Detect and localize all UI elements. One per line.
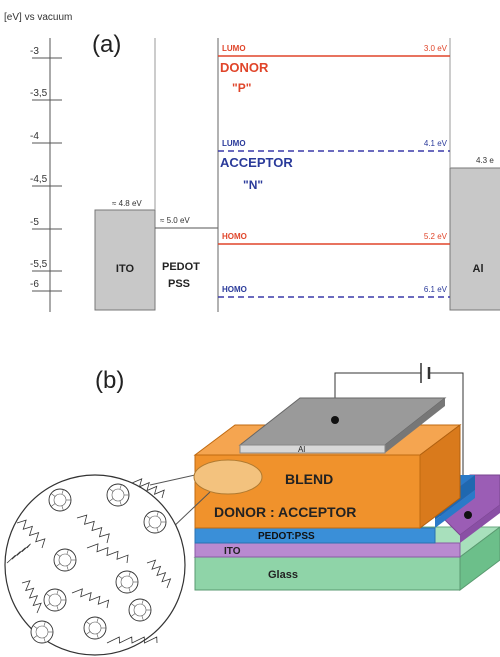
axis-tick-label: -4,5	[30, 174, 48, 185]
ito-level: ≈ 4.8 eV	[112, 199, 142, 208]
al-level: 4.3 e	[476, 156, 494, 165]
axis-title: [eV] vs vacuum	[4, 12, 72, 23]
axis-tick-label: -3,5	[30, 88, 48, 99]
panel-label: (b)	[95, 367, 124, 394]
blend-label: DONOR : ACCEPTOR	[214, 504, 356, 520]
zoom-spot	[194, 460, 262, 494]
ito-layer-label: ITO	[224, 546, 241, 557]
axis-ticks: -3 -3,5 -4 -4,5 -5 -5,5 -6	[30, 46, 62, 291]
axis-tick-label: -5,5	[30, 259, 48, 270]
contact	[331, 416, 339, 424]
blend-label: BLEND	[285, 471, 333, 487]
pedot-label: PSS	[168, 278, 190, 290]
al-front	[240, 445, 385, 453]
donor-name: DONOR	[220, 60, 269, 75]
ito-label: ITO	[116, 263, 135, 275]
glass-front	[195, 557, 460, 590]
axis-tick-label: -5	[30, 217, 39, 228]
contact	[464, 511, 472, 519]
donor-lumo-label: LUMO	[222, 44, 246, 53]
donor-short: "P"	[232, 81, 251, 95]
al-label: Al	[473, 263, 484, 275]
panel-label: (a)	[92, 31, 121, 58]
zoom-line	[150, 475, 195, 485]
pedot-layer-label: PEDOT:PSS	[258, 531, 315, 542]
al-box	[450, 168, 500, 310]
glass-label: Glass	[268, 569, 298, 581]
acceptor-short: "N"	[243, 178, 263, 192]
ito-box	[95, 210, 155, 310]
al-layer-label: Al	[298, 445, 305, 454]
donor-lumo-value: 3.0 eV	[424, 44, 448, 53]
acceptor-name: ACCEPTOR	[220, 155, 293, 170]
pedot-label: PEDOT	[162, 261, 200, 273]
pedot-level: ≈ 5.0 eV	[160, 216, 190, 225]
axis-tick-label: -4	[30, 131, 39, 142]
figure: [eV] vs vacuum -3-3,5-4-4,5-5-5,5-6 (a) …	[0, 0, 500, 657]
acceptor-lumo-value: 4.1 eV	[424, 139, 448, 148]
donor-homo-label: HOMO	[222, 232, 247, 241]
axis-tick-label: -6	[30, 279, 39, 290]
donor-homo-value: 5.2 eV	[424, 232, 448, 241]
pedot-front	[195, 528, 435, 543]
acceptor-homo-label: HOMO	[222, 285, 247, 294]
acceptor-lumo-label: LUMO	[222, 139, 246, 148]
acceptor-homo-value: 6.1 eV	[424, 285, 448, 294]
axis-tick-label: -3	[30, 46, 39, 57]
